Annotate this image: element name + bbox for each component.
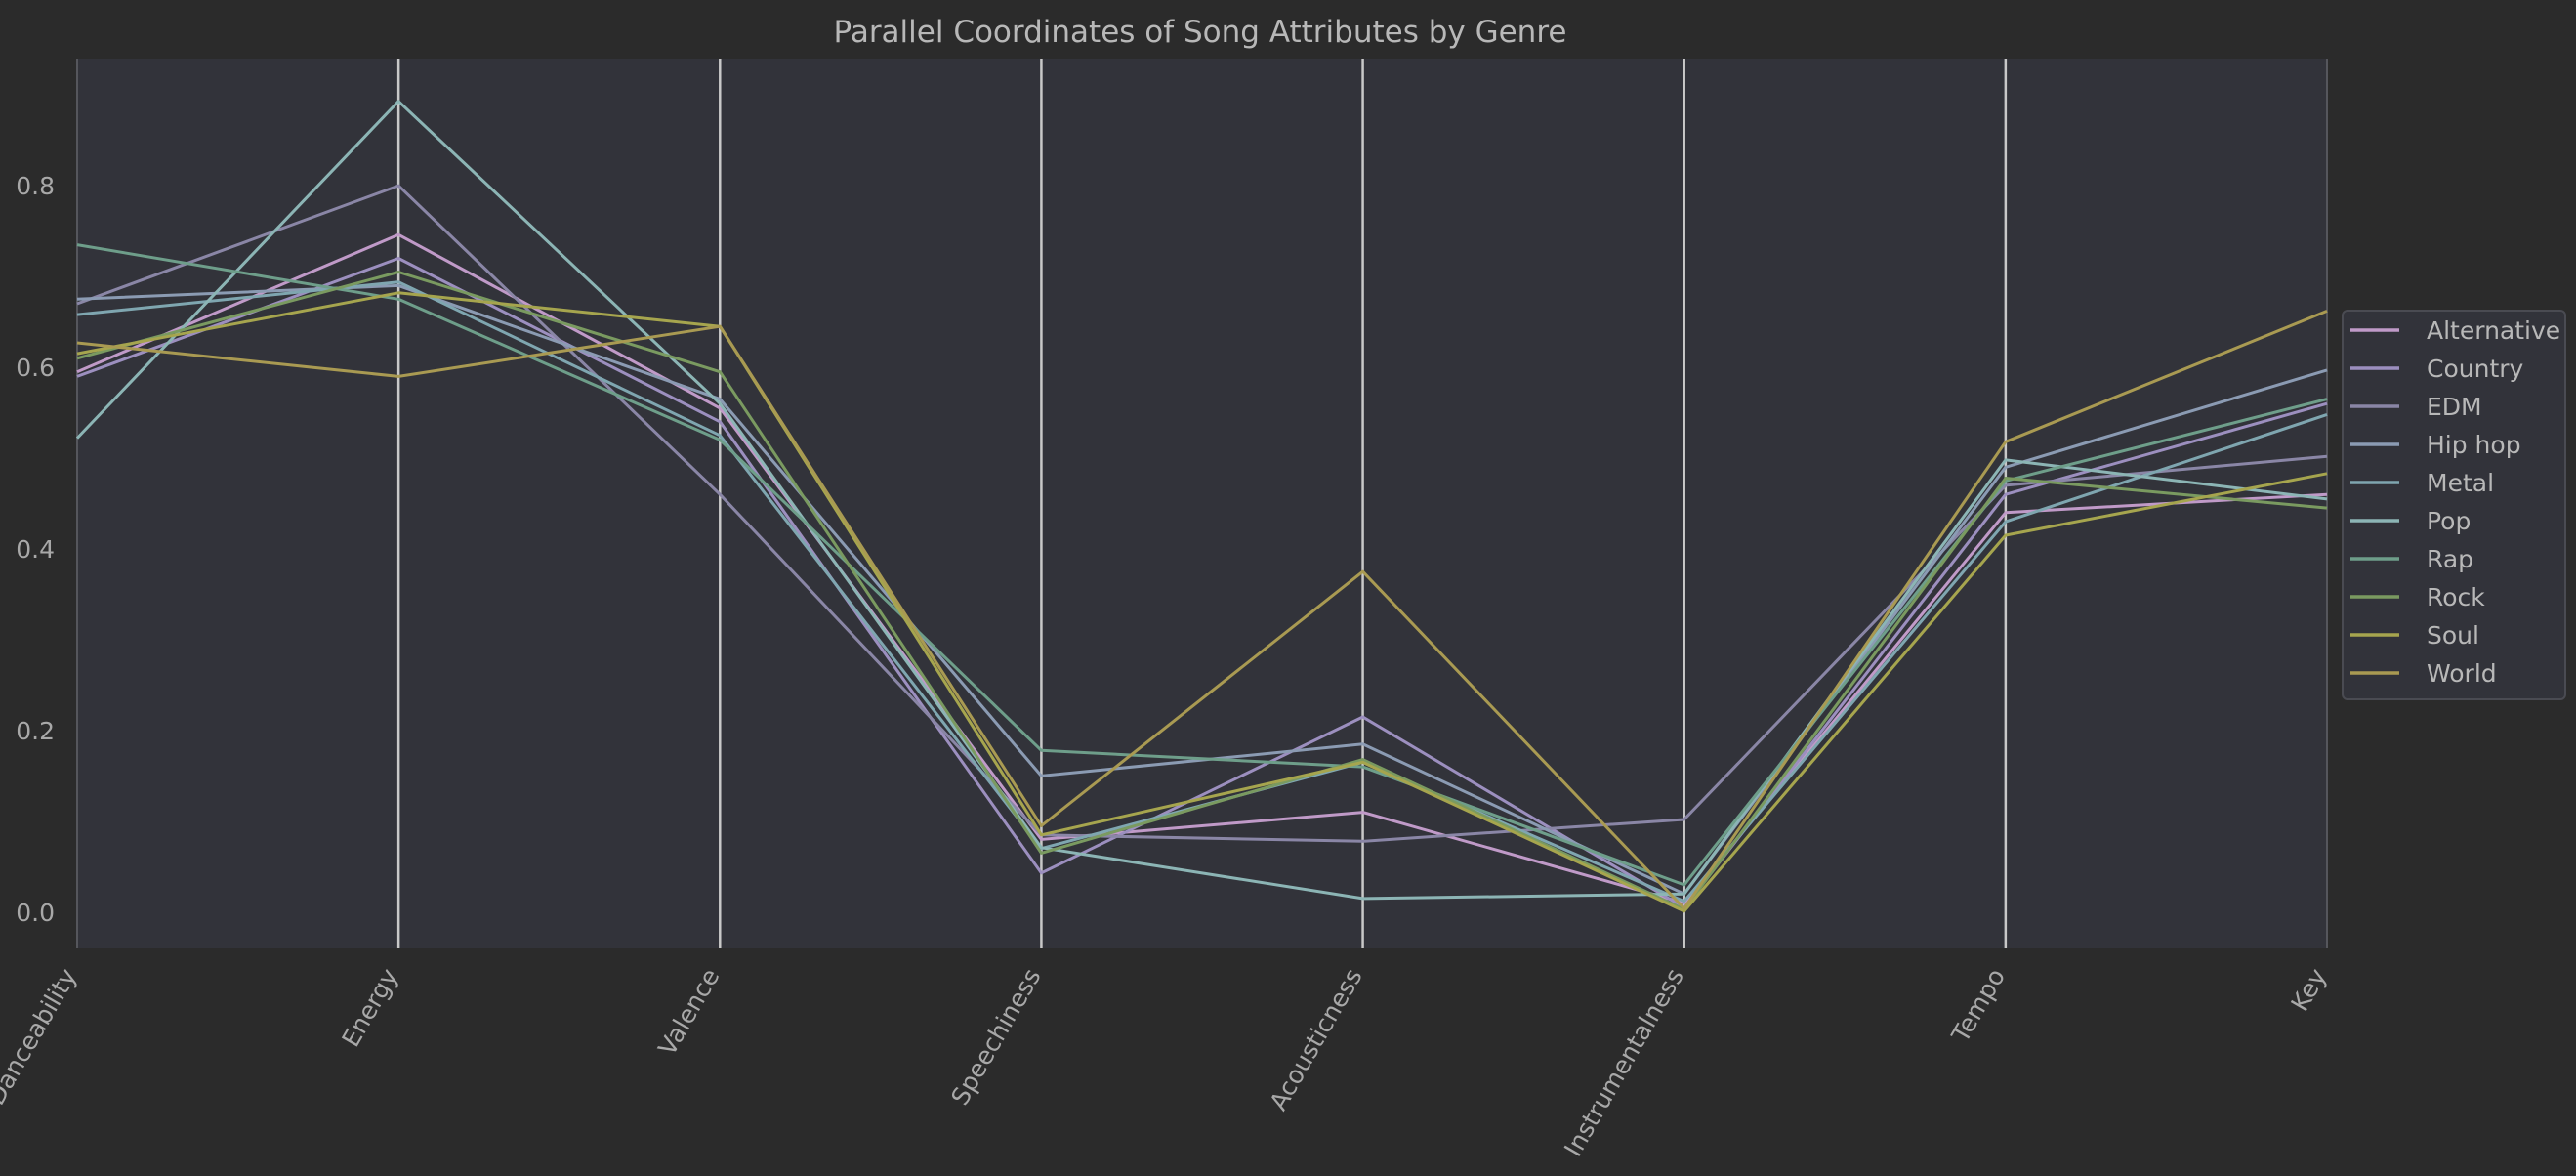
series-line-alternative — [76, 232, 2328, 904]
x-axis-labels: Danceability Energy Valence Speechiness Acou… — [0, 963, 2332, 1161]
series-line-rock — [76, 271, 2328, 911]
x-tick-label-energy: Energy — [336, 963, 403, 1051]
series-line-edm — [76, 184, 2328, 843]
legend-label-alternative: Alternative — [2427, 316, 2560, 345]
y-tick-label: 0.6 — [16, 354, 55, 382]
y-tick-label: 0.8 — [16, 172, 55, 200]
x-tick-label-danceability: Danceability — [0, 963, 82, 1110]
series-line-country — [76, 257, 2328, 909]
series-lines — [75, 100, 2328, 913]
x-tick-label-valence: Valence — [652, 964, 725, 1061]
x-tick-label-key: Key — [2285, 963, 2332, 1016]
legend-label-metal: Metal — [2427, 469, 2494, 497]
y-tick-label: 0.0 — [16, 899, 55, 927]
x-tick-label-acousticness: Acousticness — [1264, 964, 1367, 1115]
series-line-soul — [76, 291, 2328, 913]
legend-label-rock: Rock — [2427, 583, 2485, 611]
y-tick-label: 0.4 — [16, 535, 55, 564]
legend-label-world: World — [2427, 659, 2497, 688]
y-tick-labels: 0.0 0.2 0.4 0.6 0.8 — [16, 172, 55, 927]
chart-title: Parallel Coordinates of Song Attributes … — [834, 15, 1567, 50]
series-line-world — [76, 310, 2328, 910]
legend-label-hip-hop: Hip hop — [2427, 431, 2521, 459]
legend: Alternative Country EDM Hip hop Metal Pop Rap R… — [2342, 310, 2566, 700]
x-tick-label-instrumentalness: Instrumentalness — [1558, 964, 1689, 1162]
x-tick-label-speechiness: Speechiness — [945, 964, 1046, 1111]
y-tick-label: 0.2 — [16, 717, 55, 745]
legend-label-country: Country — [2427, 355, 2524, 383]
x-tick-label-tempo: Tempo — [1945, 964, 2011, 1048]
legend-label-pop: Pop — [2427, 507, 2471, 535]
plot-area — [77, 59, 2327, 948]
vertical-axis-lines — [76, 59, 2328, 948]
legend-label-rap: Rap — [2427, 545, 2473, 573]
legend-label-edm: EDM — [2427, 393, 2482, 421]
series-line-pop — [75, 100, 2328, 901]
legend-label-soul: Soul — [2427, 621, 2479, 650]
